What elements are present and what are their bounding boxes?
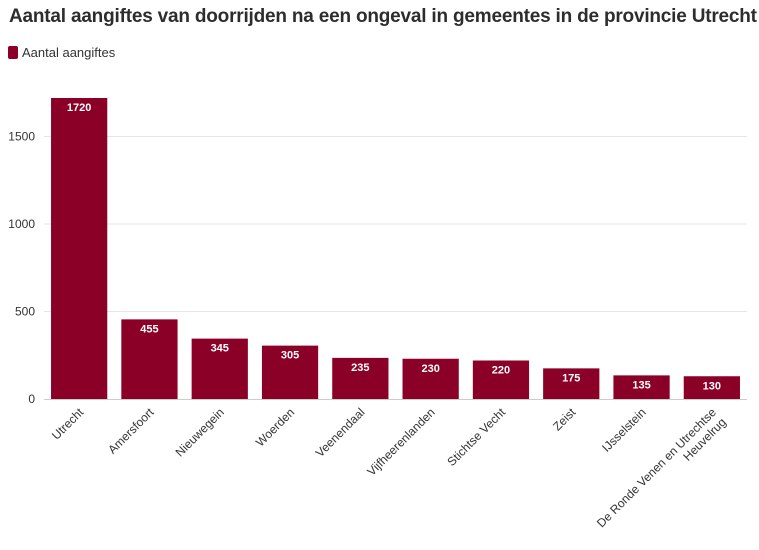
bar-value-label: 230	[421, 363, 439, 375]
x-tick-label-line: Utrecht	[49, 405, 87, 443]
bar[interactable]	[472, 360, 530, 400]
bar-value-label: 130	[703, 380, 721, 392]
bar[interactable]	[191, 338, 248, 399]
y-tick-label: 0	[28, 392, 35, 406]
x-tick-label-line: Woerden	[253, 405, 297, 449]
bar-value-label: 455	[140, 323, 158, 335]
bar[interactable]	[683, 376, 740, 399]
y-tick-label: 1000	[8, 217, 35, 231]
bar[interactable]	[261, 345, 319, 399]
y-tick-label: 500	[15, 305, 35, 319]
x-tick-label: Veenendaal	[313, 405, 368, 460]
bar-value-label: 220	[492, 365, 510, 377]
legend[interactable]: Aantal aangiftes	[8, 45, 115, 60]
bar[interactable]	[402, 358, 459, 399]
x-tick-label-line: Nieuwegein	[173, 405, 227, 459]
x-tick-label: Utrecht	[49, 405, 87, 443]
x-tick-label-line: Zeist	[550, 405, 579, 434]
x-tick-label: Stichtse Vecht	[444, 405, 508, 469]
bar-value-label: 135	[632, 379, 650, 391]
x-tick-label-line: Vijfheerenlanden	[364, 405, 437, 478]
x-tick-label-line: De Ronde Venen en Utrechtse	[594, 405, 719, 530]
x-tick-label: Nieuwegein	[173, 405, 227, 459]
x-tick-label: Woerden	[253, 405, 297, 449]
bar-value-label: 1720	[67, 102, 91, 114]
bar-value-label: 175	[562, 372, 580, 384]
y-tick-label: 1500	[8, 130, 35, 144]
x-tick-label: Vijfheerenlanden	[364, 405, 437, 478]
bar[interactable]	[332, 357, 389, 399]
bar[interactable]	[51, 98, 108, 399]
x-tick-label: Zeist	[550, 405, 579, 434]
bar[interactable]	[121, 319, 178, 399]
x-tick-label-line: Stichtse Vecht	[444, 405, 508, 469]
bar-value-label: 345	[211, 343, 229, 355]
x-tick-label-line: Amersfoort	[105, 405, 157, 457]
bar[interactable]	[543, 368, 600, 399]
x-tick-label: Amersfoort	[105, 405, 157, 457]
legend-swatch	[8, 46, 18, 59]
x-tick-label-line: Veenendaal	[313, 405, 368, 460]
chart-title: Aantal aangiftes van doorrijden na een o…	[9, 6, 757, 27]
x-tick-label-line: IJsselstein	[599, 405, 649, 455]
bar[interactable]	[613, 375, 670, 399]
bar-value-label: 305	[281, 350, 299, 362]
x-tick-label: IJsselstein	[599, 405, 649, 455]
legend-label: Aantal aangiftes	[22, 45, 116, 60]
bar-value-label: 235	[351, 362, 369, 374]
